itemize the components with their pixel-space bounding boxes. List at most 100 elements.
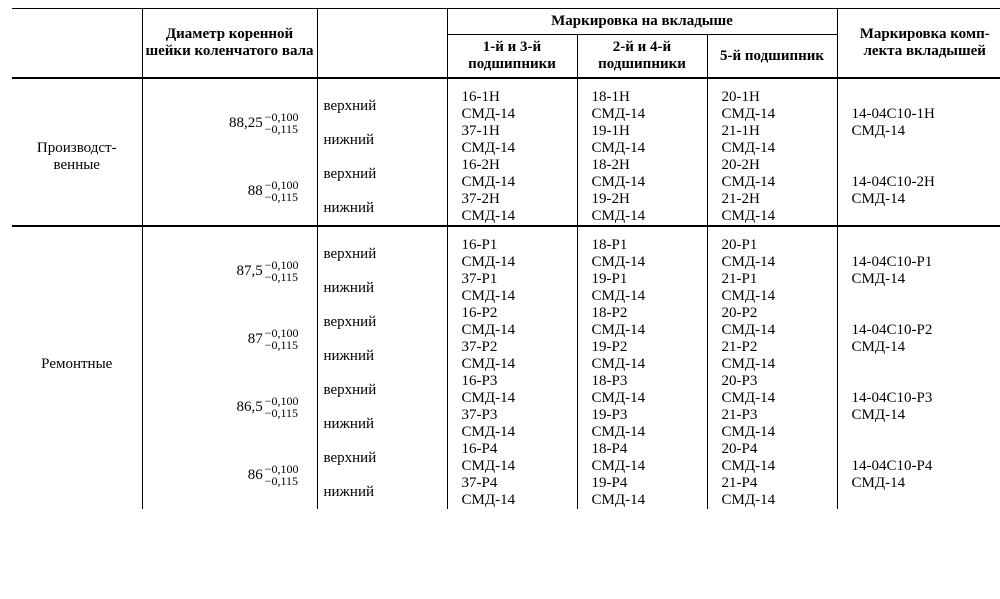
- position-cell: верхний: [317, 226, 447, 271]
- mark-cell: СМД-14: [707, 174, 837, 191]
- mark-cell: СМД-14: [707, 140, 837, 157]
- mark-cell: 37-1Н: [447, 123, 577, 140]
- mark-cell: 37-Р1: [447, 271, 577, 288]
- table-row: 86,5−0,100−0,115верхний16-Р318-Р320-Р314…: [12, 373, 1000, 390]
- mark-cell: СМД-14: [447, 390, 577, 407]
- position-cell: нижний: [317, 339, 447, 373]
- hdr-diameter: Диаметр коренной шейки коленчатого вала: [142, 9, 317, 79]
- mark-cell: СМД-14: [577, 140, 707, 157]
- mark-cell: СМД-14: [447, 174, 577, 191]
- set-cell: 14-04С10-1НСМД-14: [837, 78, 1000, 157]
- mark-cell: 21-2Н: [707, 191, 837, 208]
- mark-cell: 16-Р3: [447, 373, 577, 390]
- position-cell: верхний: [317, 305, 447, 339]
- mark-cell: 21-Р2: [707, 339, 837, 356]
- mark-cell: 16-Р2: [447, 305, 577, 322]
- mark-cell: 18-Р4: [577, 441, 707, 458]
- mark-cell: 16-Р4: [447, 441, 577, 458]
- mark-cell: СМД-14: [447, 424, 577, 441]
- tol-lower: −0,115: [265, 407, 299, 419]
- mark-cell: 18-Р1: [577, 226, 707, 254]
- mark-cell: 21-Р4: [707, 475, 837, 492]
- mark-cell: СМД-14: [447, 288, 577, 305]
- mark-cell: СМД-14: [707, 492, 837, 509]
- diameter-value: 86,5−0,100−0,115: [143, 373, 317, 441]
- tol-lower: −0,115: [265, 191, 299, 203]
- mark-cell: 20-Р4: [707, 441, 837, 458]
- mark-cell: СМД-14: [577, 492, 707, 509]
- mark-cell: 16-1Н: [447, 78, 577, 106]
- set-cell: 14-04С10-Р1СМД-14: [837, 226, 1000, 305]
- set-cell: 14-04С10-Р3СМД-14: [837, 373, 1000, 441]
- mark-cell: 20-Р3: [707, 373, 837, 390]
- mark-cell: 19-1Н: [577, 123, 707, 140]
- position-cell: нижний: [317, 191, 447, 226]
- mark-cell: 37-Р3: [447, 407, 577, 424]
- mark-cell: 19-2Н: [577, 191, 707, 208]
- diameter-value: 88,25−0,100−0,115: [143, 89, 317, 157]
- mark-cell: СМД-14: [577, 424, 707, 441]
- diameter-cell: 86,5−0,100−0,115: [142, 373, 317, 441]
- table-row: 87,5−0,100−0,115верхний16-Р118-Р120-Р114…: [12, 226, 1000, 254]
- position-cell: верхний: [317, 441, 447, 475]
- mark-cell: 18-Р2: [577, 305, 707, 322]
- mark-cell: 18-2Н: [577, 157, 707, 174]
- position-cell: нижний: [317, 475, 447, 509]
- position-cell: нижний: [317, 271, 447, 305]
- hdr-set: Маркировка комп- лекта вкладышей: [837, 9, 1000, 79]
- tol-lower: −0,115: [265, 271, 299, 283]
- mark-cell: СМД-14: [447, 356, 577, 373]
- table-row: 86−0,100−0,115верхний16-Р418-Р420-Р414-0…: [12, 441, 1000, 458]
- hdr-m3: 5-й подшипник: [707, 35, 837, 79]
- position-cell: нижний: [317, 407, 447, 441]
- mark-cell: СМД-14: [577, 208, 707, 226]
- mark-cell: 19-Р4: [577, 475, 707, 492]
- mark-cell: СМД-14: [707, 288, 837, 305]
- mark-cell: 16-2Н: [447, 157, 577, 174]
- mark-cell: 37-Р4: [447, 475, 577, 492]
- mark-cell: 19-Р3: [577, 407, 707, 424]
- mark-cell: 16-Р1: [447, 226, 577, 254]
- set-cell: 14-04С10-Р2СМД-14: [837, 305, 1000, 373]
- diameter-value: 87−0,100−0,115: [143, 305, 317, 373]
- mark-cell: 37-Р2: [447, 339, 577, 356]
- mark-cell: СМД-14: [577, 390, 707, 407]
- mark-cell: СМД-14: [707, 254, 837, 271]
- hdr-m1: 1-й и 3-й подшипники: [447, 35, 577, 79]
- mark-cell: СМД-14: [447, 208, 577, 226]
- mark-cell: 20-Р2: [707, 305, 837, 322]
- mark-cell: СМД-14: [447, 140, 577, 157]
- diameter-cell: 88,25−0,100−0,115: [142, 78, 317, 157]
- mark-cell: СМД-14: [577, 254, 707, 271]
- table-row: 88,25−0,100−0,115верхний16-1Н18-1Н20-1Н1…: [12, 78, 1000, 106]
- mark-cell: 20-2Н: [707, 157, 837, 174]
- tol-lower: −0,115: [265, 123, 299, 135]
- position-cell: нижний: [317, 123, 447, 157]
- tol-lower: −0,115: [265, 339, 299, 351]
- mark-cell: СМД-14: [707, 390, 837, 407]
- mark-cell: 18-Р3: [577, 373, 707, 390]
- mark-cell: СМД-14: [707, 458, 837, 475]
- diameter-value: 87,5−0,100−0,115: [143, 237, 317, 305]
- diameter-cell: 87−0,100−0,115: [142, 305, 317, 373]
- diameter-value: 88−0,100−0,115: [143, 157, 317, 225]
- mark-cell: СМД-14: [707, 208, 837, 226]
- table-row: 88−0,100−0,115верхний16-2Н18-2Н20-2Н14-0…: [12, 157, 1000, 174]
- mark-cell: СМД-14: [447, 322, 577, 339]
- diameter-value: 86−0,100−0,115: [143, 441, 317, 509]
- mark-cell: 21-Р3: [707, 407, 837, 424]
- mark-cell: СМД-14: [577, 174, 707, 191]
- mark-cell: 21-1Н: [707, 123, 837, 140]
- diameter-cell: 87,5−0,100−0,115: [142, 226, 317, 305]
- section-label: Ремонтные: [12, 356, 142, 390]
- bearings-table: Диаметр коренной шейки коленчатого вала …: [12, 8, 1000, 509]
- section-label: Производст- венные: [12, 140, 142, 174]
- mark-cell: 37-2Н: [447, 191, 577, 208]
- diameter-cell: 88−0,100−0,115: [142, 157, 317, 226]
- mark-cell: 20-1Н: [707, 78, 837, 106]
- mark-cell: СМД-14: [577, 322, 707, 339]
- mark-cell: СМД-14: [707, 106, 837, 123]
- position-cell: верхний: [317, 157, 447, 191]
- mark-cell: СМД-14: [707, 322, 837, 339]
- hdr-mark-group: Маркировка на вкладыше: [447, 9, 837, 35]
